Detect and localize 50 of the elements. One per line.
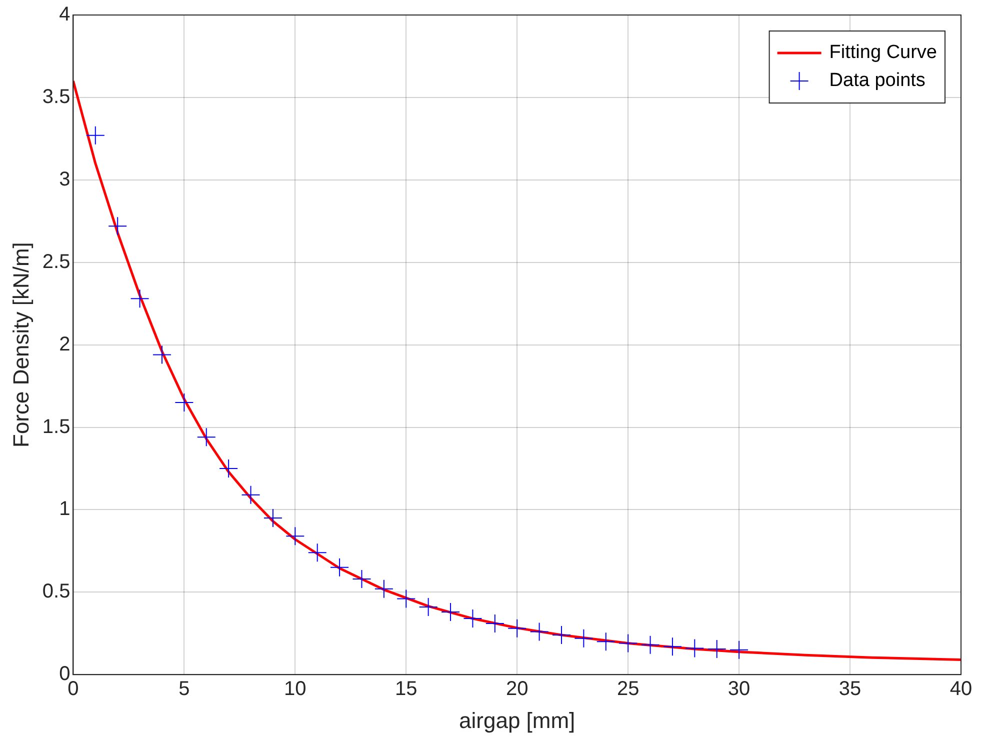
x-tick-label: 10 bbox=[284, 678, 306, 700]
point bbox=[485, 614, 504, 633]
point bbox=[396, 589, 416, 608]
point bbox=[286, 526, 305, 546]
point bbox=[219, 458, 238, 478]
legend-label: Fitting Curve bbox=[829, 42, 937, 64]
x-tick-label: 35 bbox=[838, 678, 862, 700]
point bbox=[108, 216, 128, 236]
point bbox=[174, 393, 194, 412]
y-tick-label: 2 bbox=[59, 333, 70, 356]
x-tick-label: 40 bbox=[950, 678, 972, 700]
x-tick-label: 20 bbox=[506, 678, 528, 700]
x-axis-title: airgap [mm] bbox=[459, 708, 576, 733]
point bbox=[685, 638, 704, 658]
point bbox=[596, 632, 616, 652]
y-tick-label: 1.5 bbox=[42, 416, 70, 438]
point bbox=[330, 558, 350, 577]
x-tick-label: 5 bbox=[178, 678, 190, 700]
y-tick-label: 0.5 bbox=[42, 580, 70, 603]
point bbox=[707, 640, 726, 659]
y-axis-title: Force Density [kN/m] bbox=[8, 242, 34, 448]
point bbox=[441, 602, 460, 622]
point bbox=[196, 428, 216, 447]
point bbox=[574, 628, 594, 648]
point bbox=[640, 635, 660, 654]
x-tick-label: 15 bbox=[395, 678, 418, 700]
point bbox=[130, 289, 150, 308]
point bbox=[152, 345, 172, 364]
point bbox=[374, 579, 394, 598]
y-tick-label: 3.5 bbox=[42, 86, 70, 108]
x-tick-label: 30 bbox=[728, 678, 750, 700]
point bbox=[308, 543, 327, 562]
point bbox=[463, 609, 482, 628]
point bbox=[86, 126, 105, 145]
point bbox=[662, 637, 682, 656]
point bbox=[263, 508, 282, 528]
y-tick-label: 3 bbox=[59, 168, 70, 190]
point bbox=[530, 622, 549, 642]
point bbox=[730, 640, 749, 660]
y-tick-label: 2.5 bbox=[42, 250, 70, 273]
point bbox=[552, 626, 571, 645]
point bbox=[618, 634, 638, 653]
y-tick-label: 4 bbox=[59, 4, 70, 26]
x-tick-label: 25 bbox=[616, 678, 640, 700]
point bbox=[241, 485, 260, 504]
point bbox=[508, 618, 527, 638]
legend-label: Data points bbox=[829, 70, 926, 92]
point bbox=[418, 597, 438, 616]
y-tick-label: 1 bbox=[59, 498, 70, 520]
point bbox=[352, 569, 372, 588]
